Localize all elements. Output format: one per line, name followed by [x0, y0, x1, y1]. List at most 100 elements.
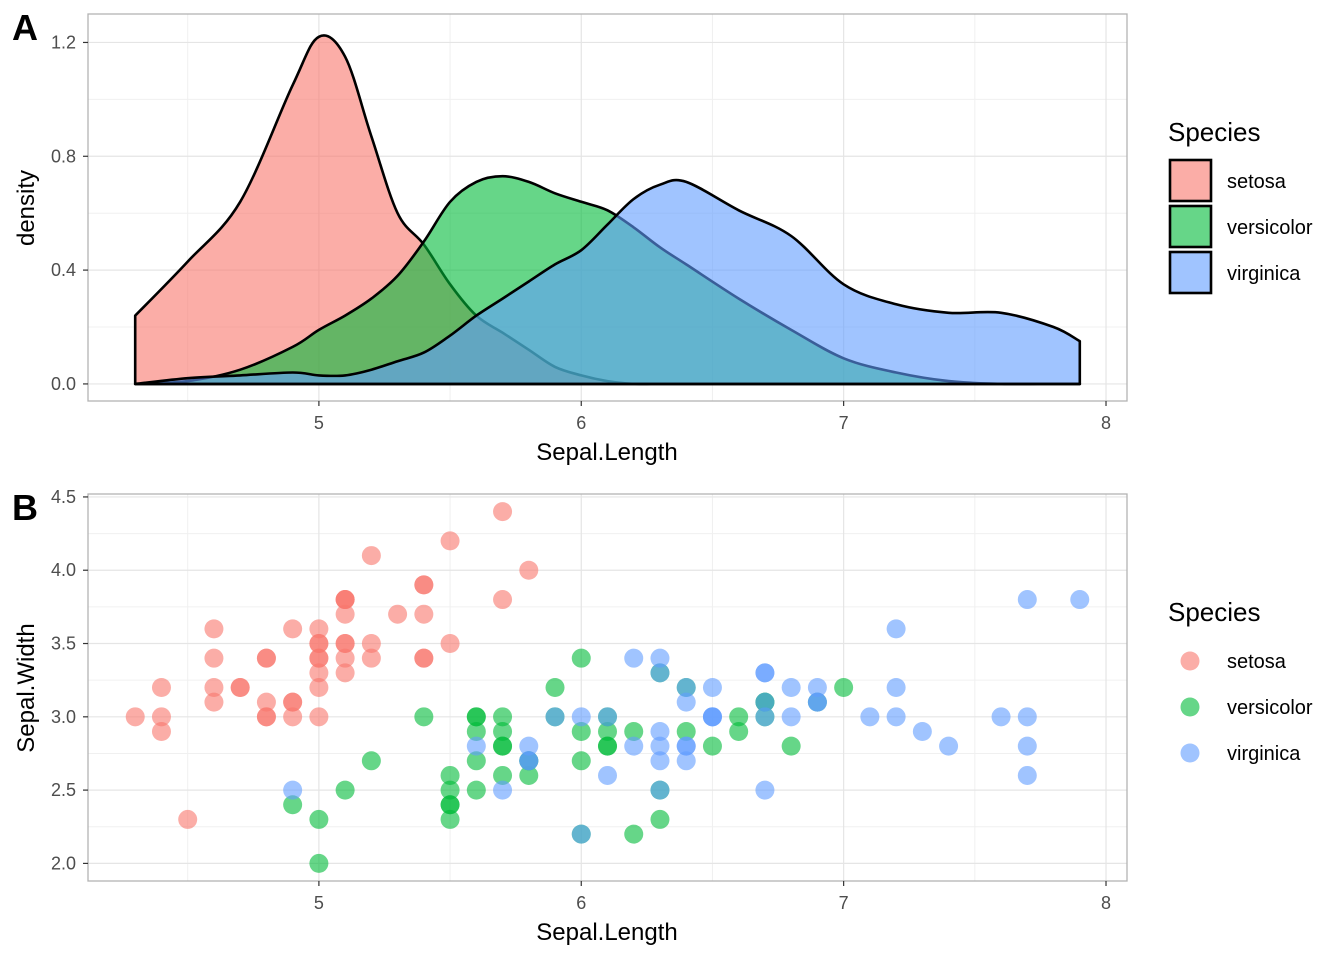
point-setosa [414, 604, 434, 624]
panel-b-y-tick-label: 3.5 [51, 634, 76, 654]
point-setosa [125, 707, 145, 727]
panel-b-legend: Species setosa versicolor virginica [1168, 597, 1313, 765]
point-versicolor [309, 809, 329, 829]
point-versicolor [309, 853, 329, 873]
point-setosa [151, 678, 171, 697]
panel-a-y-tick-label: 0.0 [51, 374, 76, 394]
point-versicolor [598, 721, 617, 741]
point-versicolor [624, 721, 644, 741]
point-virginica [545, 707, 565, 727]
panel-b-x-tick-label: 8 [1101, 893, 1111, 913]
point-versicolor [493, 736, 513, 756]
panel-b-scatter-plot: B 5 6 7 8 2.0 2.5 3.0 3.5 4.0 4.5 Sepal.Length S… [12, 487, 1313, 946]
panel-b-points [125, 502, 1090, 873]
panel-b-legend-swatch-virginica [1180, 743, 1200, 763]
point-setosa [335, 604, 355, 624]
panel-b-x-tick-label: 6 [576, 893, 586, 913]
point-virginica [807, 692, 827, 712]
point-setosa [204, 619, 224, 639]
point-setosa [309, 678, 329, 697]
panel-a-legend-swatch-versicolor [1168, 204, 1213, 249]
panel-a-y-tick-label: 0.8 [51, 146, 76, 166]
point-setosa [309, 619, 329, 639]
point-setosa [519, 560, 539, 580]
panel-b-y-tick-label: 2.5 [51, 780, 76, 800]
point-versicolor [624, 824, 644, 844]
panel-b-legend-swatch-versicolor [1180, 697, 1200, 717]
point-setosa [178, 809, 198, 829]
panel-a-y-ticks: 0.0 0.4 0.8 1.2 [51, 32, 88, 394]
point-setosa [440, 531, 460, 551]
point-virginica [676, 678, 696, 697]
point-setosa [361, 634, 381, 654]
point-versicolor [493, 721, 513, 741]
panel-a-x-axis-title: Sepal.Length [536, 439, 677, 466]
point-virginica [676, 736, 696, 756]
panel-a-x-tick-label: 5 [314, 413, 324, 433]
point-versicolor [493, 707, 513, 727]
point-setosa [414, 575, 434, 595]
point-versicolor [361, 751, 381, 771]
point-versicolor [466, 707, 486, 727]
point-virginica [466, 736, 486, 756]
point-virginica [781, 678, 801, 697]
point-setosa [493, 502, 513, 522]
point-virginica [702, 707, 722, 727]
point-setosa [256, 648, 276, 668]
point-virginica [650, 751, 670, 771]
panel-b-x-axis-title: Sepal.Length [536, 919, 677, 946]
point-setosa [204, 678, 224, 697]
point-setosa [335, 634, 355, 654]
point-versicolor [440, 780, 460, 800]
point-virginica [624, 648, 644, 668]
point-virginica [571, 824, 591, 844]
panel-a-density-plot: A 5 6 7 8 0.0 0.4 0.8 1.2 Sepal.Length density… [12, 7, 1313, 466]
panel-b-x-tick-label: 5 [314, 893, 324, 913]
point-virginica [991, 707, 1011, 727]
point-setosa [309, 648, 329, 668]
panel-b-y-axis-title: Sepal.Width [13, 623, 40, 752]
point-virginica [650, 648, 670, 668]
point-setosa [151, 721, 171, 741]
point-virginica [650, 721, 670, 741]
point-setosa [283, 692, 303, 712]
panel-b-y-tick-label: 4.5 [51, 487, 76, 507]
point-versicolor [571, 721, 591, 741]
point-setosa [230, 678, 250, 697]
panel-b-y-tick-label: 2.0 [51, 853, 76, 873]
panel-b-legend-title: Species [1168, 597, 1261, 627]
panel-b-legend-swatch-setosa [1180, 651, 1200, 671]
panel-a-legend-label-virginica: virginica [1227, 263, 1301, 285]
panel-b-border [87, 493, 1128, 882]
density-area-virginica [133, 178, 1082, 386]
point-virginica [1017, 736, 1037, 756]
panel-b-x-tick-label: 7 [839, 893, 849, 913]
point-virginica [598, 707, 617, 727]
point-virginica [650, 663, 670, 683]
point-virginica [702, 678, 722, 697]
point-virginica [598, 765, 617, 785]
point-versicolor [440, 809, 460, 829]
point-versicolor [414, 707, 434, 727]
panel-a-y-tick-label: 0.4 [51, 260, 76, 280]
point-setosa [335, 590, 355, 610]
point-virginica [886, 678, 906, 697]
panel-a-y-tick-label: 1.2 [51, 32, 76, 52]
point-virginica [755, 780, 775, 800]
point-virginica [1017, 765, 1037, 785]
point-virginica [650, 780, 670, 800]
point-setosa [309, 634, 329, 654]
panel-a-x-tick-label: 7 [839, 413, 849, 433]
panel-a-legend-swatch-virginica [1168, 250, 1213, 295]
panel-a-border [87, 13, 1128, 402]
point-versicolor [519, 765, 539, 785]
point-versicolor [545, 678, 565, 697]
point-virginica [755, 663, 775, 683]
point-setosa [283, 707, 303, 727]
point-versicolor [571, 648, 591, 668]
point-virginica [886, 707, 906, 727]
point-setosa [335, 648, 355, 668]
point-virginica [807, 678, 827, 697]
